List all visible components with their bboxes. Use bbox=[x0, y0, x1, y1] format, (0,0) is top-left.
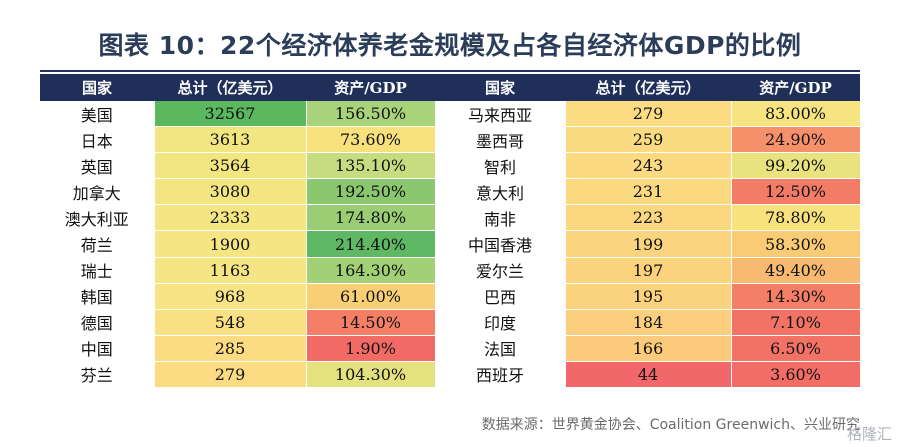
total-cell: 259 bbox=[565, 126, 732, 154]
total-cell: 231 bbox=[565, 178, 732, 206]
total-cell: 197 bbox=[565, 257, 732, 284]
pension-table: 国家 总计（亿美元） 资产/GDP 国家 总计（亿美元） 资产/GDP 美国 32… bbox=[40, 74, 861, 389]
header-ratio-right: 资产/GDP bbox=[731, 74, 860, 101]
ratio-cell: 7.10% bbox=[731, 309, 861, 336]
country-cell: 智利 bbox=[435, 152, 566, 180]
ratio-cell: 164.30% bbox=[306, 257, 436, 284]
header-total-right: 总计（亿美元） bbox=[565, 74, 731, 101]
country-cell: 法国 bbox=[435, 335, 566, 362]
table-row: 澳大利亚 2333 174.80% 南非 223 78.80% bbox=[40, 204, 861, 232]
country-cell: 美国 bbox=[40, 101, 155, 128]
table-row: 英国 3564 135.10% 智利 243 99.20% bbox=[40, 152, 861, 180]
total-cell: 184 bbox=[565, 309, 732, 336]
total-cell: 44 bbox=[565, 361, 732, 389]
total-cell: 243 bbox=[565, 152, 732, 180]
ratio-cell: 24.90% bbox=[731, 126, 861, 154]
total-cell: 279 bbox=[565, 101, 732, 128]
total-cell: 285 bbox=[154, 335, 307, 362]
ratio-cell: 214.40% bbox=[306, 230, 436, 258]
header-ratio-left: 资产/GDP bbox=[306, 74, 435, 101]
total-cell: 166 bbox=[565, 335, 732, 362]
country-cell: 中国 bbox=[40, 335, 155, 362]
ratio-cell: 83.00% bbox=[731, 101, 861, 128]
table-row: 中国 285 1.90% 法国 166 6.50% bbox=[40, 335, 861, 362]
table-row: 韩国 968 61.00% 巴西 195 14.30% bbox=[40, 283, 861, 310]
ratio-cell: 14.30% bbox=[731, 283, 861, 310]
country-cell: 加拿大 bbox=[40, 178, 155, 206]
table-body: 美国 32567 156.50% 马来西亚 279 83.00% 日本 3613 73.60% 墨… bbox=[40, 101, 861, 389]
ratio-cell: 1.90% bbox=[306, 335, 436, 362]
table-row: 芬兰 279 104.30% 西班牙 44 3.60% bbox=[40, 361, 861, 389]
ratio-cell: 61.00% bbox=[306, 283, 436, 310]
ratio-cell: 174.80% bbox=[306, 204, 436, 232]
source-note: 数据来源：世界黄金协会、Coalition Greenwich、兴业研究 bbox=[481, 417, 860, 433]
header-country-right: 国家 bbox=[435, 74, 565, 101]
total-cell: 1163 bbox=[154, 257, 307, 284]
total-cell: 279 bbox=[154, 361, 307, 389]
header-country-left: 国家 bbox=[40, 74, 154, 101]
ratio-cell: 99.20% bbox=[731, 152, 861, 180]
total-cell: 32567 bbox=[154, 101, 307, 128]
ratio-cell: 78.80% bbox=[731, 204, 861, 232]
country-cell: 爱尔兰 bbox=[435, 257, 566, 284]
table-row: 日本 3613 73.60% 墨西哥 259 24.90% bbox=[40, 126, 861, 154]
country-cell: 英国 bbox=[40, 152, 155, 180]
country-cell: 德国 bbox=[40, 309, 155, 336]
country-cell: 意大利 bbox=[435, 178, 566, 206]
total-cell: 199 bbox=[565, 230, 732, 258]
ratio-cell: 156.50% bbox=[306, 101, 436, 128]
table-row: 瑞士 1163 164.30% 爱尔兰 197 49.40% bbox=[40, 257, 861, 284]
country-cell: 澳大利亚 bbox=[40, 204, 155, 232]
watermark: 格隆汇 bbox=[846, 425, 892, 443]
ratio-cell: 14.50% bbox=[306, 309, 436, 336]
country-cell: 印度 bbox=[435, 309, 566, 336]
country-cell: 瑞士 bbox=[40, 257, 155, 284]
total-cell: 195 bbox=[565, 283, 732, 310]
country-cell: 荷兰 bbox=[40, 230, 155, 258]
total-cell: 1900 bbox=[154, 230, 307, 258]
total-cell: 3613 bbox=[154, 126, 307, 154]
ratio-cell: 12.50% bbox=[731, 178, 861, 206]
ratio-cell: 192.50% bbox=[306, 178, 436, 206]
total-cell: 3080 bbox=[154, 178, 307, 206]
table-row: 加拿大 3080 192.50% 意大利 231 12.50% bbox=[40, 178, 861, 206]
header-total-left: 总计（亿美元） bbox=[154, 74, 306, 101]
header-row: 国家 总计（亿美元） 资产/GDP 国家 总计（亿美元） 资产/GDP bbox=[40, 74, 860, 101]
total-cell: 3564 bbox=[154, 152, 307, 180]
country-cell: 西班牙 bbox=[435, 361, 566, 389]
table-row: 美国 32567 156.50% 马来西亚 279 83.00% bbox=[40, 101, 861, 128]
ratio-cell: 58.30% bbox=[731, 230, 861, 258]
ratio-cell: 73.60% bbox=[306, 126, 436, 154]
top-rule bbox=[40, 70, 860, 72]
total-cell: 223 bbox=[565, 204, 732, 232]
ratio-cell: 3.60% bbox=[731, 361, 861, 389]
total-cell: 548 bbox=[154, 309, 307, 336]
country-cell: 墨西哥 bbox=[435, 126, 566, 154]
table-row: 荷兰 1900 214.40% 中国香港 199 58.30% bbox=[40, 230, 861, 258]
total-cell: 2333 bbox=[154, 204, 307, 232]
ratio-cell: 6.50% bbox=[731, 335, 861, 362]
table-row: 德国 548 14.50% 印度 184 7.10% bbox=[40, 309, 861, 336]
total-cell: 968 bbox=[154, 283, 307, 310]
ratio-cell: 49.40% bbox=[731, 257, 861, 284]
country-cell: 韩国 bbox=[40, 283, 155, 310]
ratio-cell: 104.30% bbox=[306, 361, 436, 389]
country-cell: 马来西亚 bbox=[435, 101, 566, 128]
ratio-cell: 135.10% bbox=[306, 152, 436, 180]
country-cell: 芬兰 bbox=[40, 361, 155, 389]
country-cell: 中国香港 bbox=[435, 230, 566, 258]
country-cell: 巴西 bbox=[435, 283, 566, 310]
country-cell: 日本 bbox=[40, 126, 155, 154]
chart-title: 图表 10：22个经济体养老金规模及占各自经济体GDP的比例 bbox=[98, 31, 802, 60]
country-cell: 南非 bbox=[435, 204, 566, 232]
